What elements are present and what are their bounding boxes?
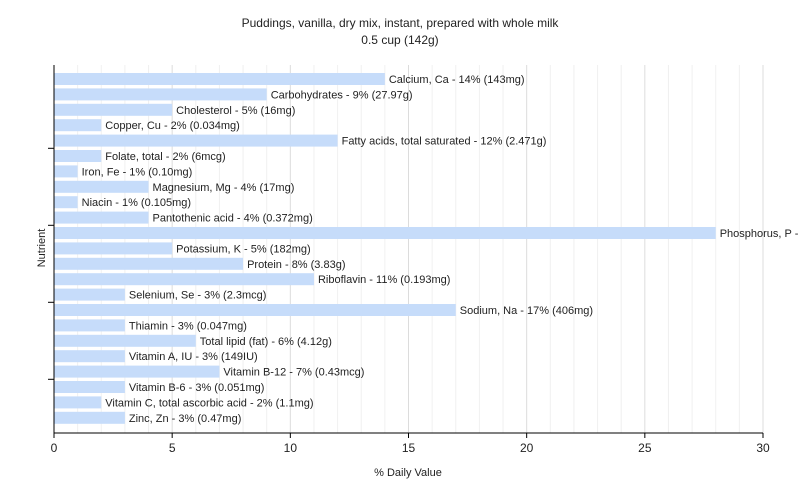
bar-label: Fatty acids, total saturated - 12% (2.47… [342,136,547,148]
bar [54,196,78,209]
bar [54,180,149,193]
bar [54,227,716,239]
bar-label: Riboflavin - 11% (0.193mg) [318,274,450,286]
x-tick-label: 10 [284,441,298,455]
bar-label: Vitamin A, IU - 3% (149IU) [129,351,258,363]
x-tick-label: 5 [169,441,176,455]
gridlines [77,65,764,433]
bar [54,381,125,393]
bar-label: Niacin - 1% (0.105mg) [82,197,191,209]
bar-label: Selenium, Se - 3% (2.3mcg) [129,290,267,302]
bar [54,150,102,162]
bar [54,242,173,255]
bar-label: Total lipid (fat) - 6% (4.12g) [200,336,332,348]
bar-label: Iron, Fe - 1% (0.10mg) [82,166,193,178]
bar-label: Sodium, Na - 17% (406mg) [460,305,593,317]
bar [54,88,267,101]
bar-label: Carbohydrates - 9% (27.97g) [271,89,413,101]
y-axis-title: Nutrient [36,229,48,268]
x-tick-label: 30 [756,441,770,455]
bar-label: Potassium, K - 5% (182mg) [176,243,311,255]
x-axis-title: % Daily Value [374,467,442,479]
bar [54,134,338,147]
bar-label: Vitamin B-12 - 7% (0.43mcg) [223,367,364,379]
bar [54,350,125,363]
x-tick-label: 15 [402,441,416,455]
bar-label: Cholesterol - 5% (16mg) [176,105,295,117]
bar-label: Phosphorus, P - 28% (280mg) [720,228,800,240]
bar-label: Protein - 8% (3.83g) [247,259,345,271]
x-tick-label: 0 [51,441,58,455]
bar [54,103,173,116]
bar [54,411,125,424]
bar [54,165,78,178]
chart-subtitle: 0.5 cup (142g) [361,33,438,47]
bar-label: Zinc, Zn - 3% (0.47mg) [129,413,241,425]
bar [54,365,220,378]
bar-label: Folate, total - 2% (6mcg) [105,151,225,163]
bar [54,288,125,301]
bar [54,334,196,347]
bar [54,211,149,224]
bars: Calcium, Ca - 14% (143mg) Carbohydrates -… [54,73,800,425]
bar-label: Pantothenic acid - 4% (0.372mg) [153,213,313,225]
bar [54,396,102,409]
bar-label: Calcium, Ca - 14% (143mg) [389,74,525,86]
bar [54,319,125,332]
x-tick-label: 25 [638,441,652,455]
bar-label: Vitamin C, total ascorbic acid - 2% (1.1… [105,397,313,409]
bar-label: Copper, Cu - 2% (0.034mg) [105,120,240,132]
x-tick-label: 20 [520,441,534,455]
chart-title: Puddings, vanilla, dry mix, instant, pre… [242,16,560,30]
bar [54,119,102,132]
bar [54,73,385,85]
bar-label: Magnesium, Mg - 4% (17mg) [153,182,295,194]
bar [54,273,314,286]
bar [54,304,456,316]
bar [54,257,244,270]
x-axis-ticks: 0 5 10 15 20 25 30 [51,433,770,455]
bar-label: Vitamin B-6 - 3% (0.051mg) [129,382,265,394]
bar-label: Thiamin - 3% (0.047mg) [129,320,247,332]
